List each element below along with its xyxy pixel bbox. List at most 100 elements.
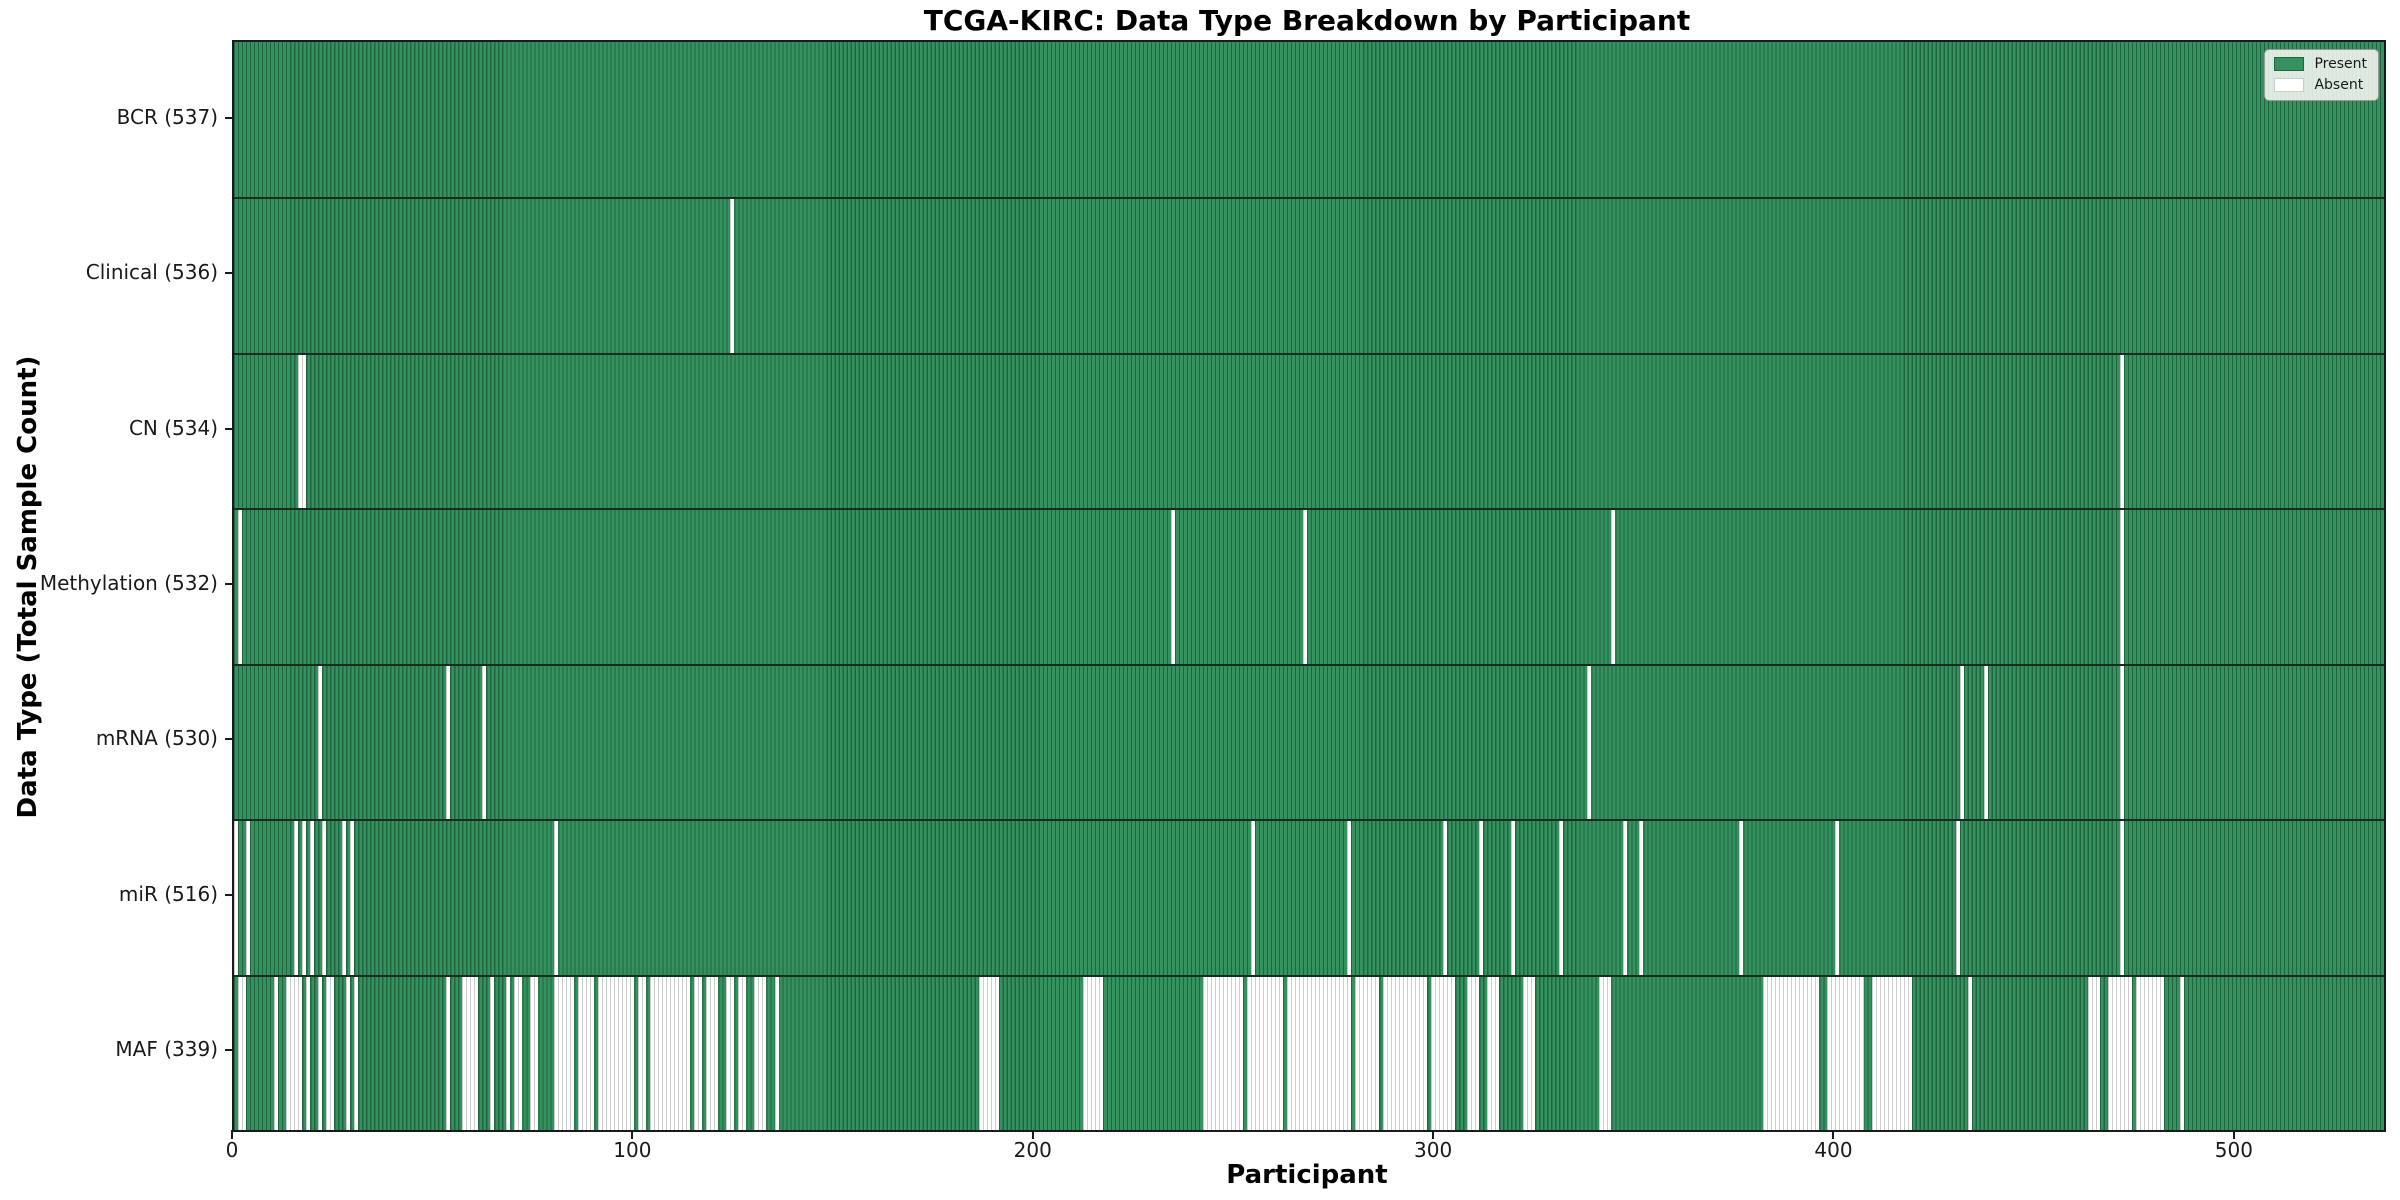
absent-block-MAF — [354, 976, 359, 1130]
absent-block-miR — [1479, 821, 1484, 975]
absent-block-MAF — [1871, 976, 1912, 1130]
absent-block-miR — [1623, 821, 1628, 975]
absent-block-miR — [310, 821, 315, 975]
absent-block-MAF — [274, 976, 279, 1130]
absent-block-MAF — [754, 976, 767, 1130]
ytick-mark — [225, 583, 234, 585]
absent-block-mRNA — [1983, 665, 1988, 820]
absent-block-mRNA — [1959, 665, 1964, 820]
absent-block-MAF — [706, 976, 719, 1130]
absent-block-miR — [1250, 821, 1255, 975]
ytick-label-MAF: MAF (339) — [115, 1037, 218, 1062]
absent-block-MAF — [638, 976, 647, 1130]
absent-block-MAF — [1487, 976, 1500, 1130]
absent-block-miR — [2119, 821, 2124, 975]
ytick-label-CN: CN (534) — [128, 415, 218, 440]
absent-block-miR — [342, 821, 347, 975]
absent-block-MAF — [1383, 976, 1428, 1130]
absent-block-MAF — [2107, 976, 2132, 1130]
absent-block-MAF — [462, 976, 479, 1130]
absent-block-miR — [1347, 821, 1352, 975]
xtick-label-200: 200 — [1013, 1138, 1052, 1162]
absent-block-miR — [234, 821, 238, 975]
xtick-mark — [1832, 1130, 1835, 1139]
absent-block-MAF — [346, 976, 351, 1130]
row-BCR — [234, 42, 2384, 198]
absent-block-MAF — [774, 976, 779, 1130]
absent-block-miR — [246, 821, 250, 975]
ytick-mark — [225, 1049, 234, 1052]
absent-block-miR — [1739, 821, 1744, 975]
ytick-mark — [225, 272, 234, 275]
row-miR — [234, 819, 2384, 975]
absent-block-MAF — [578, 976, 595, 1130]
absent-block-CN — [2119, 354, 2124, 509]
row-Methylation — [234, 508, 2384, 664]
absent-block-miR — [1511, 821, 1516, 975]
legend: Present Absent — [2264, 49, 2379, 101]
absent-block-MAF — [1967, 976, 1972, 1130]
absent-block-MAF — [738, 976, 747, 1130]
absent-block-MAF — [1431, 976, 1456, 1130]
row-CN — [234, 352, 2384, 509]
xtick-mark — [1031, 1130, 1034, 1139]
absent-block-mRNA — [2119, 665, 2124, 820]
ytick-mark — [225, 116, 234, 119]
absent-block-MAF — [514, 976, 523, 1130]
absent-block-Methylation — [1170, 510, 1175, 664]
absent-block-mRNA — [1587, 665, 1592, 820]
absent-block-MAF — [1827, 976, 1864, 1130]
xtick-label-100: 100 — [613, 1138, 652, 1162]
row-MAF — [234, 974, 2384, 1130]
absent-block-MAF — [650, 976, 691, 1130]
ytick-mark — [225, 893, 234, 896]
absent-block-miR — [554, 821, 559, 975]
legend-item-absent: Absent — [2274, 78, 2367, 92]
absent-block-MAF — [306, 976, 311, 1130]
absent-block-CN — [298, 354, 307, 509]
absent-block-MAF — [1286, 976, 1352, 1130]
row-mRNA — [234, 663, 2384, 820]
absent-block-mRNA — [318, 665, 323, 820]
absent-block-MAF — [2087, 976, 2100, 1130]
absent-block-MAF — [1763, 976, 1820, 1130]
absent-block-miR — [350, 821, 355, 975]
xtick-mark — [1432, 1130, 1435, 1139]
ytick-label-BCR: BCR (537) — [116, 104, 218, 129]
absent-block-MAF — [554, 976, 575, 1130]
absent-block-MAF — [726, 976, 735, 1130]
ytick-label-miR: miR (516) — [118, 881, 218, 906]
absent-block-MAF — [694, 976, 703, 1130]
absent-block-MAF — [506, 976, 511, 1130]
absent-block-MAF — [2135, 976, 2164, 1130]
ytick-label-Clinical: Clinical (536) — [85, 260, 218, 285]
absent-block-MAF — [1246, 976, 1283, 1130]
absent-block-miR — [1559, 821, 1564, 975]
xtick-label-300: 300 — [1414, 1138, 1453, 1162]
ytick-mark — [225, 738, 234, 741]
absent-block-miR — [1639, 821, 1644, 975]
ytick-label-mRNA: mRNA (530) — [95, 726, 218, 751]
ytick-label-Methylation: Methylation (532) — [39, 571, 218, 595]
xtick-label-0: 0 — [225, 1138, 239, 1162]
absent-block-miR — [1955, 821, 1960, 975]
xtick-mark — [231, 1130, 233, 1139]
chart-title: TCGA-KIRC: Data Type Breakdown by Partic… — [923, 4, 1691, 37]
absent-block-mRNA — [446, 665, 451, 820]
xtick-label-500: 500 — [2214, 1138, 2253, 1162]
absent-block-MAF — [1202, 976, 1243, 1130]
legend-label-present: Present — [2314, 56, 2367, 72]
absent-block-Methylation — [1611, 510, 1616, 664]
absent-block-MAF — [1523, 976, 1536, 1130]
absent-block-MAF — [238, 976, 246, 1130]
xtick-label-400: 400 — [1814, 1138, 1853, 1162]
absent-block-miR — [322, 821, 327, 975]
absent-swatch-icon — [2274, 78, 2305, 92]
legend-label-absent: Absent — [2314, 77, 2364, 93]
absent-block-MAF — [1467, 976, 1480, 1130]
absent-block-miR — [1835, 821, 1840, 975]
absent-block-mRNA — [482, 665, 487, 820]
present-swatch-icon — [2274, 57, 2305, 71]
absent-block-MAF — [1599, 976, 1612, 1130]
